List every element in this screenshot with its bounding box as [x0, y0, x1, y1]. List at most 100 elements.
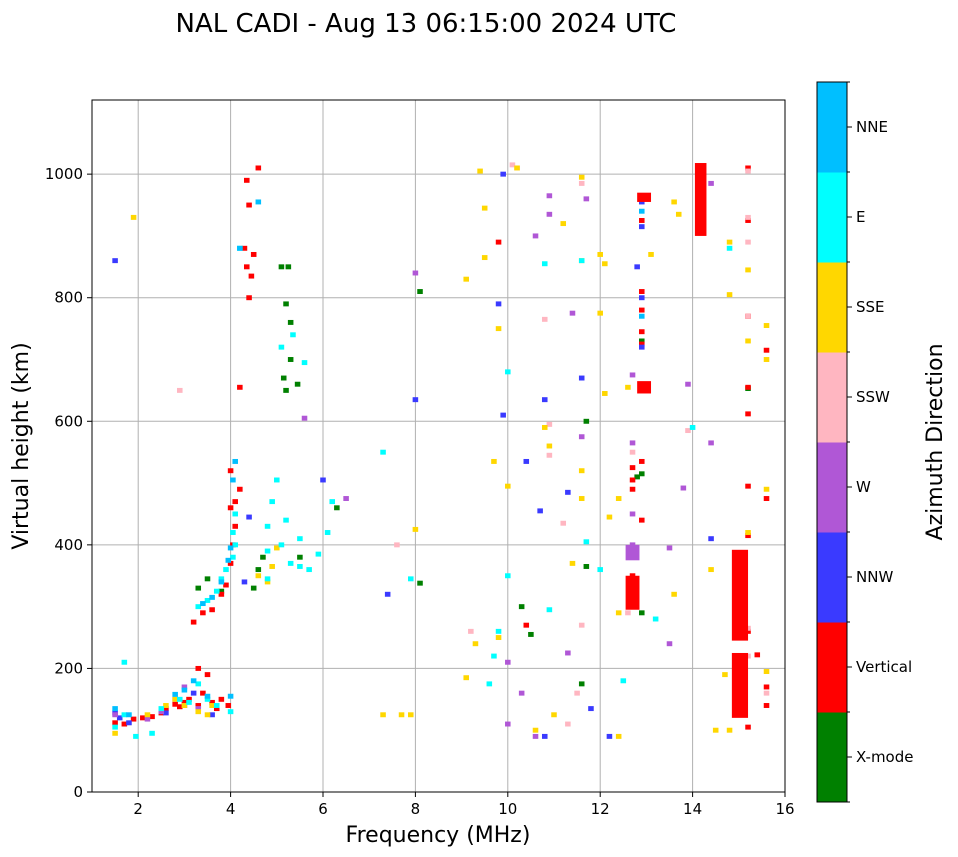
echo-e — [177, 696, 183, 702]
echo-e — [324, 530, 331, 535]
colorbar-label-nnw: NNW — [856, 568, 893, 586]
echo-vertical — [246, 295, 252, 301]
echo-vertical — [763, 496, 770, 501]
echo-e — [230, 554, 236, 560]
echo-w — [583, 196, 590, 202]
echo-sse — [181, 703, 188, 708]
y-tick-label: 200 — [54, 659, 83, 677]
echo-nnw — [537, 508, 543, 514]
echo-vertical — [130, 716, 137, 722]
echo-e — [204, 696, 211, 702]
echo-x-mode — [528, 631, 534, 637]
echo-sse — [505, 483, 511, 489]
echo-e — [620, 678, 627, 684]
echo-nne — [639, 313, 645, 319]
colorbar-swatch-nne — [817, 82, 847, 173]
data-marks — [112, 162, 770, 739]
echo-vertical — [639, 307, 645, 313]
echo-vertical — [745, 628, 751, 634]
echo-e — [213, 588, 220, 594]
echo-vertical — [209, 607, 215, 613]
echo-e — [133, 733, 139, 739]
echo-e — [652, 616, 659, 622]
echo-sse — [463, 276, 469, 282]
echo-vertical — [639, 329, 645, 335]
echo-vertical — [204, 672, 211, 678]
x-tick-label: 10 — [498, 800, 517, 818]
echo-w — [505, 659, 511, 665]
echo-w — [181, 684, 188, 690]
echo-x-mode — [417, 289, 423, 295]
echo-e — [315, 551, 322, 557]
echo-e — [264, 523, 271, 529]
echo-nnw — [578, 375, 585, 381]
colorbar-label-vertical: Vertical — [856, 658, 912, 676]
echo-x-mode — [255, 567, 262, 573]
y-axis-label: Virtual height (km) — [9, 342, 34, 549]
echo-vertical — [639, 341, 645, 347]
echo-e — [121, 712, 128, 718]
echo-nnw — [634, 264, 640, 270]
echo-ssw — [546, 421, 553, 427]
echo-sse — [546, 443, 553, 449]
echo-sse — [472, 641, 479, 647]
echo-e — [204, 597, 211, 603]
echo-e — [505, 573, 511, 579]
echo-ssw — [745, 239, 751, 245]
echo-e — [495, 628, 502, 634]
echo-e — [274, 477, 280, 483]
echo-e — [278, 344, 285, 350]
echo-w — [518, 690, 525, 696]
echo-nnw — [523, 458, 530, 464]
echo-nne — [218, 579, 225, 585]
echo-vertical — [218, 696, 225, 702]
echo-sse — [722, 672, 728, 678]
colorbar: X-mode Vertical NNW W SSW SSE E NNE — [816, 81, 913, 803]
echo-sse — [495, 326, 502, 332]
echo-x-mode — [294, 381, 301, 387]
echo-nne — [227, 693, 234, 699]
echo-e — [597, 567, 603, 573]
echo-nnw — [639, 295, 645, 301]
echo-e — [264, 548, 271, 554]
echo-vertical — [112, 720, 118, 726]
x-tick-label: 4 — [226, 800, 236, 818]
colorbar-label-nne: NNE — [856, 118, 888, 136]
echo-sse — [541, 424, 548, 430]
echo-nnw — [384, 591, 391, 597]
echo-x-mode — [518, 604, 525, 610]
echo-ssw — [745, 168, 751, 174]
echo-e — [218, 576, 225, 582]
echo-sse — [578, 496, 585, 501]
colorbar-label-sse: SSE — [856, 298, 885, 316]
echo-vertical — [241, 245, 248, 251]
echo-sse — [412, 526, 419, 532]
echo-w — [578, 434, 585, 440]
echo-x-mode — [280, 375, 287, 381]
echo-nnw — [500, 171, 506, 177]
echo-sse — [209, 703, 215, 708]
echo-e — [264, 576, 271, 582]
echo-sse — [204, 712, 211, 718]
y-tick-label: 800 — [54, 289, 83, 307]
echo-w — [158, 709, 165, 715]
echo-nnw — [708, 536, 714, 542]
echo-vertical — [629, 477, 636, 483]
echo-e — [112, 724, 118, 730]
echo-vertical — [639, 218, 645, 223]
echo-vertical — [250, 251, 257, 257]
echo-ssw — [763, 690, 770, 696]
echo-bar-vertical — [731, 549, 749, 641]
colorbar-label-e: E — [856, 208, 865, 226]
echo-sse — [597, 310, 603, 316]
echo-e — [278, 542, 285, 548]
echo-ssw — [745, 653, 751, 659]
echo-vertical — [227, 505, 234, 511]
echo-sse — [615, 496, 622, 501]
echo-e — [232, 542, 238, 548]
echo-vertical — [195, 665, 202, 671]
echo-w — [412, 270, 419, 276]
echo-vertical — [163, 706, 169, 712]
echo-sse — [463, 675, 469, 681]
